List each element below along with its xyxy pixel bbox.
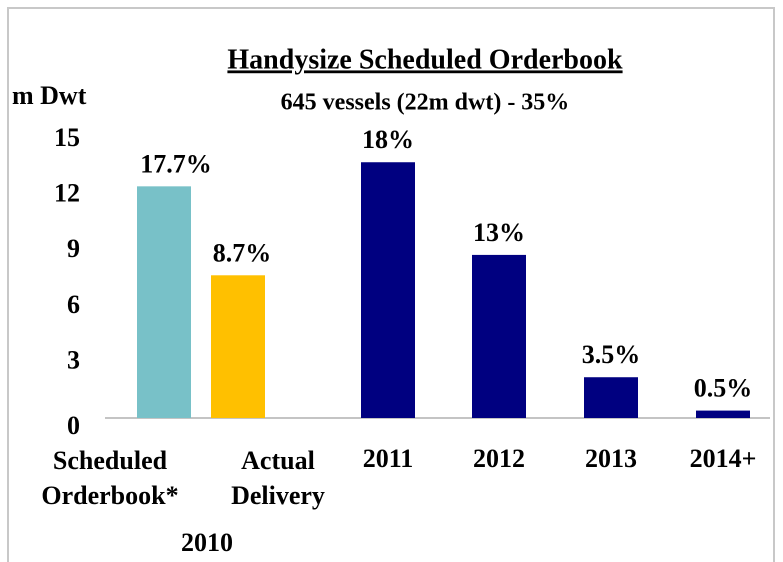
chart-title: Handysize Scheduled Orderbook xyxy=(227,44,623,75)
bar-label: 0.5% xyxy=(694,374,753,403)
x-tick-label: Scheduled Orderbook* xyxy=(41,446,179,510)
group-label: 2010 xyxy=(181,528,233,557)
y-tick-label: 0 xyxy=(67,411,80,440)
x-tick-label: 2014+ xyxy=(690,444,757,473)
bar xyxy=(361,162,415,418)
x-tick-label: 2013 xyxy=(585,444,637,473)
bar-label: 17.7% xyxy=(140,149,212,178)
x-tick-label: Actual Delivery xyxy=(231,446,325,510)
frame xyxy=(7,7,775,562)
bar xyxy=(472,254,526,418)
y-tick-label: 15 xyxy=(54,123,80,152)
y-tick-label: 3 xyxy=(67,345,80,374)
y-axis-label: m Dwt xyxy=(12,81,87,110)
bar-label: 13% xyxy=(473,218,525,247)
x-tick-label: 2012 xyxy=(473,444,525,473)
x-tick-label: 2011 xyxy=(363,444,414,473)
bar xyxy=(584,377,638,418)
y-tick-label: 6 xyxy=(67,290,80,319)
bar xyxy=(137,186,191,418)
bar xyxy=(211,275,265,418)
y-tick-label: 9 xyxy=(67,234,80,263)
y-tick-label: 12 xyxy=(54,179,80,208)
bar-label: 8.7% xyxy=(213,238,272,267)
bar xyxy=(696,410,750,418)
bar-label: 3.5% xyxy=(582,340,641,369)
chart-subtitle: 645 vessels (22m dwt) - 35% xyxy=(281,90,570,116)
bar-label: 18% xyxy=(362,125,414,154)
